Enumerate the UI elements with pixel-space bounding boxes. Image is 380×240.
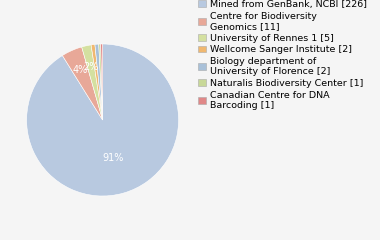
Wedge shape bbox=[62, 47, 103, 120]
Wedge shape bbox=[99, 44, 103, 120]
Wedge shape bbox=[91, 44, 103, 120]
Wedge shape bbox=[27, 44, 179, 196]
Wedge shape bbox=[101, 44, 103, 120]
Wedge shape bbox=[95, 44, 103, 120]
Legend: Mined from GenBank, NCBI [226], Centre for Biodiversity
Genomics [11], Universit: Mined from GenBank, NCBI [226], Centre f… bbox=[198, 0, 367, 110]
Text: 2%: 2% bbox=[83, 61, 98, 72]
Text: 91%: 91% bbox=[103, 153, 124, 163]
Text: 4%: 4% bbox=[73, 65, 88, 75]
Wedge shape bbox=[82, 45, 103, 120]
